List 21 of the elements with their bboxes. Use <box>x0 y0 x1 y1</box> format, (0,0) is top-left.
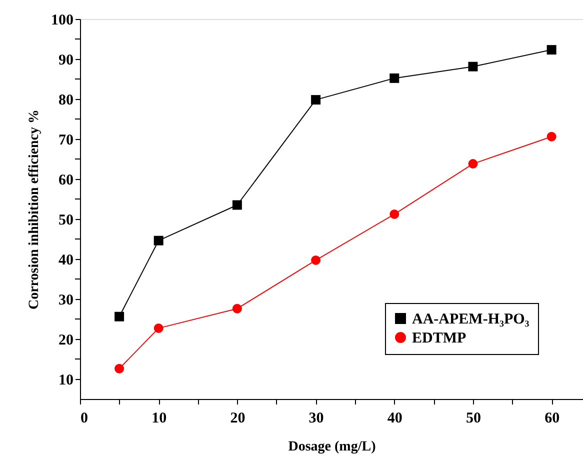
y-tick-label: 40 <box>58 252 74 268</box>
y-tick-label: 90 <box>58 52 74 68</box>
legend-label: EDTMP <box>412 330 466 346</box>
y-axis-title: Corrosion inhibition efficiency % <box>27 109 42 310</box>
x-tick-label: 40 <box>387 410 402 426</box>
x-tick-label: 30 <box>308 410 324 426</box>
y-tick-label: 70 <box>58 132 74 148</box>
legend-label: AA-APEM-H₃PO₃ <box>412 312 530 328</box>
x-tick-label: 50 <box>466 410 481 426</box>
y-tick-label: 10 <box>58 372 74 388</box>
y-tick-label: 100 <box>51 12 74 28</box>
x-tick-label: 10 <box>152 410 167 426</box>
x-tick-label: 20 <box>230 410 246 426</box>
x-axis-title: Dosage (mg/L) <box>288 440 376 454</box>
x-tick-label: 0 <box>80 410 88 426</box>
y-tick-label: 60 <box>58 172 74 188</box>
x-tick-label: 60 <box>544 410 560 426</box>
y-tick-label: 20 <box>58 332 74 348</box>
y-tick-label: 50 <box>58 212 74 228</box>
y-tick-label: 30 <box>58 292 74 308</box>
y-tick-label: 80 <box>58 92 74 108</box>
